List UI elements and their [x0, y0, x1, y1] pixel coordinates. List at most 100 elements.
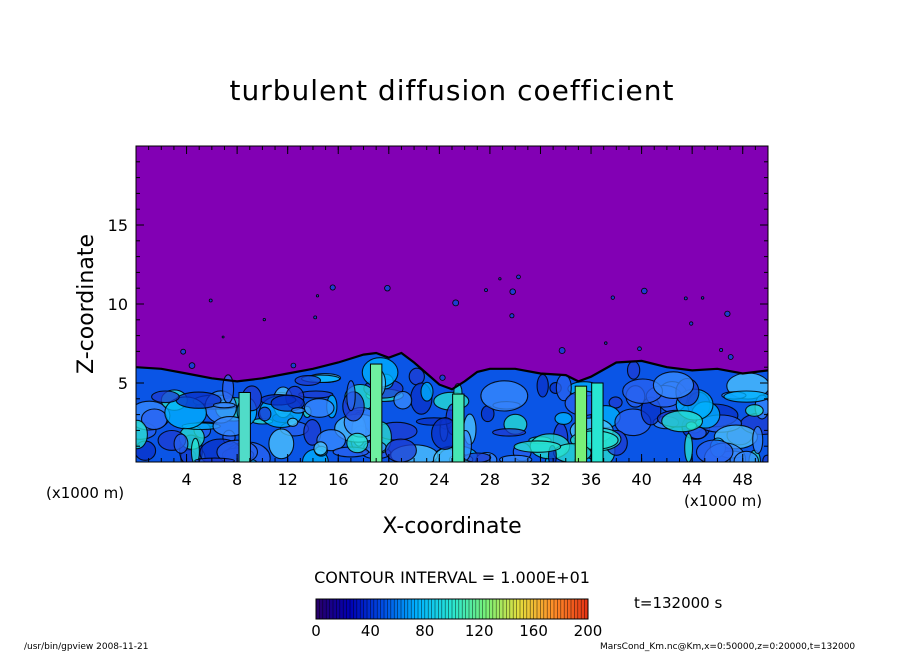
- x-tick-label: 32: [530, 470, 550, 489]
- isolated-patch: [262, 317, 266, 322]
- isolated-patch: [637, 346, 642, 352]
- isolated-patch: [724, 310, 731, 317]
- turbulent-eddy: [420, 381, 434, 402]
- turbulent-eddy: [695, 439, 734, 462]
- isolated-patch: [384, 285, 391, 292]
- isolated-patch: [558, 347, 566, 354]
- colorbar-tick-label: 160: [519, 622, 548, 640]
- x-tick-label: 16: [328, 470, 348, 489]
- turbulent-eddy: [173, 433, 189, 454]
- turbulent-eddy: [513, 440, 562, 453]
- x-tick-label: 4: [181, 470, 191, 489]
- turbulent-eddy: [480, 380, 529, 412]
- turbulent-eddy: [762, 454, 768, 462]
- isolated-patch: [221, 335, 225, 339]
- isolated-patch: [452, 299, 460, 307]
- time-label: t=132000 s: [634, 594, 723, 612]
- updraft-column: [238, 391, 251, 462]
- updraft-column: [574, 385, 588, 462]
- isolated-patch: [516, 274, 521, 280]
- x-tick-label: 28: [480, 470, 500, 489]
- colorbar-tick-label: 40: [361, 622, 380, 640]
- turbulent-eddy: [626, 360, 641, 380]
- isolated-patch: [329, 284, 336, 291]
- updraft-column: [452, 393, 465, 462]
- isolated-patch: [683, 296, 688, 301]
- turbulent-eddy: [346, 432, 369, 454]
- turbulent-eddy: [492, 428, 527, 437]
- turbulent-eddy: [190, 437, 200, 462]
- isolated-patch: [290, 362, 297, 369]
- x-unit-label-left: (x1000 m): [46, 484, 125, 502]
- updraft-column: [591, 382, 604, 462]
- y-tick-label: 5: [118, 374, 128, 393]
- turbulent-eddy: [136, 419, 148, 450]
- y-tick-label: 10: [108, 295, 128, 314]
- isolated-patch: [498, 277, 502, 281]
- isolated-patch: [313, 315, 318, 320]
- colorbar-frame: [315, 598, 589, 620]
- contour-interval-label: CONTOUR INTERVAL = 1.000E+01: [314, 568, 590, 587]
- turbulent-eddy: [536, 373, 549, 398]
- x-tick-label: 44: [682, 470, 702, 489]
- colorbar-tick-label: 0: [311, 622, 321, 640]
- isolated-patch: [610, 295, 615, 300]
- turbulent-eddy: [393, 390, 413, 410]
- isolated-patch: [315, 294, 320, 298]
- turbulent-eddy: [290, 407, 306, 414]
- isolated-patch: [727, 354, 734, 360]
- isolated-patch: [604, 341, 608, 345]
- x-tick-label: 36: [581, 470, 601, 489]
- turbulent-eddy: [684, 432, 694, 462]
- y-axis-label: Z-coordinate: [74, 234, 99, 374]
- isolated-patch: [188, 362, 196, 369]
- turbulent-eddy: [268, 428, 295, 460]
- colorbar-tick-label: 120: [465, 622, 494, 640]
- turbulent-eddy: [554, 412, 573, 425]
- isolated-patch: [641, 287, 648, 295]
- isolated-patch: [689, 321, 694, 326]
- turbulent-eddy: [733, 450, 760, 462]
- turbulent-eddy: [287, 417, 299, 427]
- x-axis-label: X-coordinate: [382, 514, 522, 539]
- turbulent-eddy: [303, 398, 335, 418]
- turbulent-eddy: [194, 457, 235, 462]
- isolated-patch: [439, 374, 446, 381]
- isolated-patch: [719, 347, 724, 352]
- x-tick-label: 20: [379, 470, 399, 489]
- footer-dataset-label: MarsCond_Km.nc@Km,x=0:50000,z=0:20000,t=…: [600, 642, 856, 652]
- colorbar-tick-label: 200: [574, 622, 603, 640]
- x-tick-label: 12: [278, 470, 298, 489]
- boundary-layer-contour: [136, 351, 768, 391]
- x-tick-label: 8: [232, 470, 242, 489]
- turbulent-eddy: [346, 380, 356, 412]
- isolated-patch: [509, 288, 516, 295]
- turbulent-eddy: [745, 404, 764, 417]
- turbulent-eddy: [752, 425, 764, 455]
- turbulent-eddy: [384, 438, 417, 462]
- x-unit-label-right: (x1000 m): [684, 492, 763, 510]
- isolated-patch: [180, 348, 187, 355]
- x-tick-label: 48: [733, 470, 753, 489]
- isolated-patch: [509, 313, 515, 319]
- colorbar-tick-label: 80: [415, 622, 434, 640]
- turbulent-eddy: [257, 406, 272, 422]
- isolated-patch: [208, 298, 213, 303]
- turbulent-eddy: [212, 402, 236, 409]
- footer-program-label: /usr/bin/gpview 2008-11-21: [24, 642, 149, 652]
- y-tick-label: 15: [108, 216, 128, 235]
- turbulent-eddy: [723, 390, 768, 403]
- turbulent-eddy: [652, 371, 695, 399]
- turbulent-eddy: [270, 394, 305, 412]
- isolated-patch: [484, 288, 488, 293]
- turbulent-eddy: [661, 410, 704, 433]
- x-tick-label: 40: [631, 470, 651, 489]
- turbulent-eddy: [294, 375, 322, 386]
- turbulent-eddy: [151, 390, 180, 404]
- isolated-patch: [700, 296, 705, 300]
- x-tick-label: 24: [429, 470, 449, 489]
- chart-title: turbulent diffusion coefficient: [229, 74, 675, 107]
- updraft-column: [369, 363, 383, 462]
- turbulent-eddy: [313, 441, 328, 456]
